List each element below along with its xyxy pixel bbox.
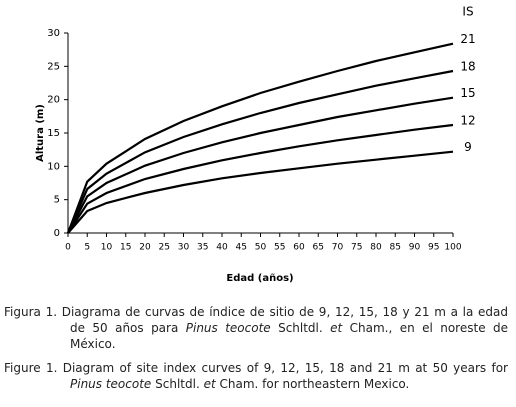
chart: Altura (m) Edad (años) IS 0 5 10 15 20 25 30 0 5… (35, 5, 476, 285)
y-tick-label: 10 (47, 161, 60, 172)
y-tick-label: 30 (47, 28, 60, 39)
x-tick-label: 40 (216, 243, 228, 253)
caption-text: Pinus teocote (185, 321, 271, 335)
y-axis-label: Altura (m) (35, 104, 46, 162)
x-tick-label: 5 (84, 243, 90, 253)
caption-text: Schltdl. (151, 377, 204, 391)
curve (67, 96, 454, 234)
curve (67, 150, 454, 234)
caption-label: Figura 1. (4, 305, 58, 319)
legend-label: 21 (460, 32, 475, 46)
x-axis-label: Edad (años) (226, 273, 293, 284)
x-tick-label: 70 (332, 243, 344, 253)
caption-text: et (330, 321, 343, 335)
y-tick-label: 0 (54, 228, 60, 239)
caption-text: Pinus teocote (70, 377, 152, 391)
x-tick-label: 75 (351, 243, 362, 253)
legend-label: 15 (460, 86, 475, 100)
caption-text: Cham. for northeastern Mexico. (215, 377, 410, 391)
caption-text: Diagram of site index curves of 9, 12, 1… (62, 361, 508, 375)
x-tick-label: 10 (101, 243, 113, 253)
y-tick-label: 25 (47, 61, 60, 72)
caption-text: Schltdl. (270, 321, 331, 335)
x-tick-label: 0 (65, 243, 71, 253)
x-tick-label: 65 (313, 243, 324, 253)
x-tick-label: 100 (444, 243, 461, 253)
x-tick-label: 45 (236, 243, 247, 253)
x-tick-label: 90 (409, 243, 421, 253)
x-tick-label: 80 (370, 243, 382, 253)
x-tick-label: 60 (293, 243, 305, 253)
x-tick-label: 35 (197, 243, 208, 253)
y-tick-label: 5 (54, 195, 60, 206)
caption-paragraph: Figure 1. Diagram of site index curves o… (4, 360, 508, 392)
caption-paragraph: Figura 1. Diagrama de curvas de índice d… (4, 304, 508, 352)
x-tick-label: 55 (274, 243, 285, 253)
legend-label: 18 (460, 60, 475, 74)
legend-title: IS (462, 5, 473, 19)
caption-text: et (203, 377, 216, 391)
y-tick-label: 20 (47, 95, 60, 106)
caption-label: Figure 1. (4, 361, 58, 375)
legend-label: 12 (460, 114, 475, 128)
x-tick-label: 20 (139, 243, 151, 253)
caption-text: Cham., en el noreste de México. (70, 321, 508, 351)
x-tick-label: 25 (159, 243, 170, 253)
x-tick-label: 30 (178, 243, 190, 253)
x-tick-label: 50 (255, 243, 267, 253)
curve (66, 69, 454, 234)
legend-label: 9 (464, 140, 472, 154)
caption-text: Diagrama de curvas de índice de sitio de… (61, 305, 508, 335)
y-tick-label: 15 (47, 128, 60, 139)
x-tick-label: 15 (120, 243, 131, 253)
x-tick-label: 85 (390, 243, 401, 253)
x-tick-label: 95 (428, 243, 439, 253)
curve (66, 42, 454, 234)
curve (67, 123, 454, 234)
